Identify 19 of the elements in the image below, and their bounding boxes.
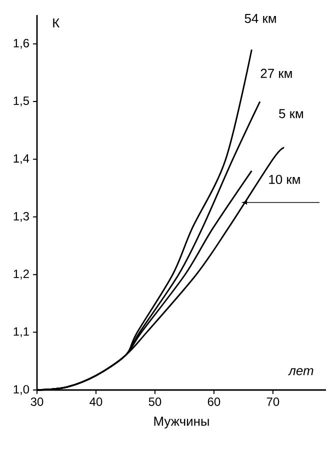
y-tick-label: 1,1 xyxy=(14,327,29,338)
x-tick-label: 60 xyxy=(208,398,220,406)
y-tick-label: 1,6 xyxy=(14,38,29,49)
text: 5 км xyxy=(279,109,303,118)
y-tick-label: 1,5 xyxy=(14,96,29,106)
text: 54 км xyxy=(244,14,276,24)
x-tick-label: 70 xyxy=(266,398,280,406)
y-tick-label: 1,0 xyxy=(14,385,30,395)
series-label: 10 км xyxy=(269,174,300,184)
y-tick-label: 1,4 xyxy=(14,154,30,164)
annotation: лет xyxy=(288,368,314,376)
x-tick-label: 50 xyxy=(148,398,162,406)
series-label: 27 км xyxy=(260,68,292,78)
y-tick-label: 1,3 xyxy=(14,212,29,222)
x-tick-label: 40 xyxy=(90,398,102,406)
x-axis-title: Мужчины xyxy=(154,416,209,428)
y-axis-title: К xyxy=(53,18,60,28)
y-tick-label: 1,2 xyxy=(14,270,29,280)
x-tick-label: 30 xyxy=(30,398,44,406)
